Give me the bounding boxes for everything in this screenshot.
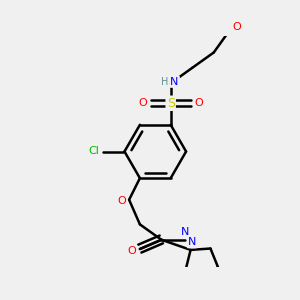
- Text: O: O: [194, 98, 203, 108]
- Text: H: H: [161, 77, 168, 87]
- Text: Cl: Cl: [88, 146, 99, 157]
- Text: O: O: [232, 22, 241, 32]
- Text: O: O: [117, 196, 126, 206]
- Text: O: O: [128, 246, 136, 256]
- Text: N: N: [188, 237, 196, 247]
- Text: O: O: [139, 98, 147, 108]
- Text: N: N: [170, 77, 179, 87]
- Text: S: S: [167, 97, 175, 110]
- Text: N: N: [181, 227, 190, 237]
